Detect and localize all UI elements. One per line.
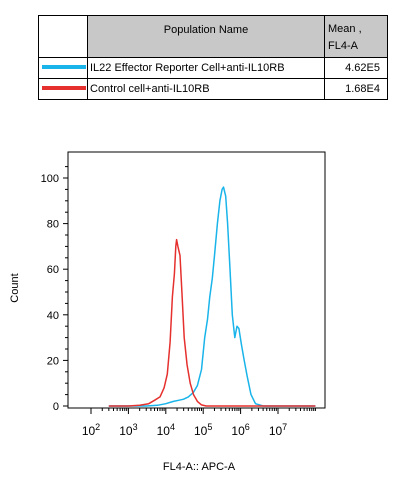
legend-mean-value: 4.62E5 bbox=[324, 57, 388, 79]
plot-frame bbox=[67, 151, 326, 409]
legend-swatch-cell bbox=[38, 57, 88, 79]
x-tick-label: 106 bbox=[231, 422, 249, 438]
y-tick-label: 20 bbox=[47, 355, 59, 367]
legend-row: IL22 Effector Reporter Cell+anti-IL10RB … bbox=[38, 57, 388, 79]
legend-swatch bbox=[42, 86, 86, 90]
y-tick-label: 40 bbox=[47, 310, 59, 322]
series-line bbox=[108, 238, 316, 407]
series-line bbox=[108, 186, 316, 407]
legend-population-name: IL22 Effector Reporter Cell+anti-IL10RB bbox=[87, 57, 325, 79]
y-tick-label: 0 bbox=[53, 401, 59, 413]
legend-swatch-cell bbox=[38, 78, 88, 100]
x-tick-label: 105 bbox=[194, 422, 212, 438]
x-tick-label: 107 bbox=[269, 422, 287, 438]
y-tick-label: 80 bbox=[47, 219, 59, 231]
x-tick-label: 104 bbox=[157, 422, 175, 438]
x-tick-label: 102 bbox=[82, 422, 100, 438]
legend-header-blank bbox=[38, 15, 88, 58]
x-axis-label: FL4-A:: APC-A bbox=[163, 461, 236, 473]
legend-header-mean: Mean , FL4-A bbox=[324, 15, 388, 58]
legend-header-mean-line1: Mean , bbox=[328, 23, 362, 35]
legend-table: Population Name Mean , FL4-A IL22 Effect… bbox=[38, 15, 388, 100]
legend-row: Control cell+anti-IL10RB 1.68E4 bbox=[38, 78, 388, 100]
y-tick-label: 100 bbox=[41, 173, 59, 185]
legend-population-name: Control cell+anti-IL10RB bbox=[87, 78, 325, 100]
legend-header-row: Population Name Mean , FL4-A bbox=[38, 15, 388, 58]
legend-header-name: Population Name bbox=[87, 15, 325, 58]
legend-header-mean-line2: FL4-A bbox=[328, 40, 358, 52]
y-tick-label: 60 bbox=[47, 264, 59, 276]
legend-swatch bbox=[42, 65, 86, 69]
y-axis-label: Count bbox=[9, 273, 21, 302]
x-tick-label: 103 bbox=[119, 422, 137, 438]
legend-mean-value: 1.68E4 bbox=[324, 78, 388, 100]
